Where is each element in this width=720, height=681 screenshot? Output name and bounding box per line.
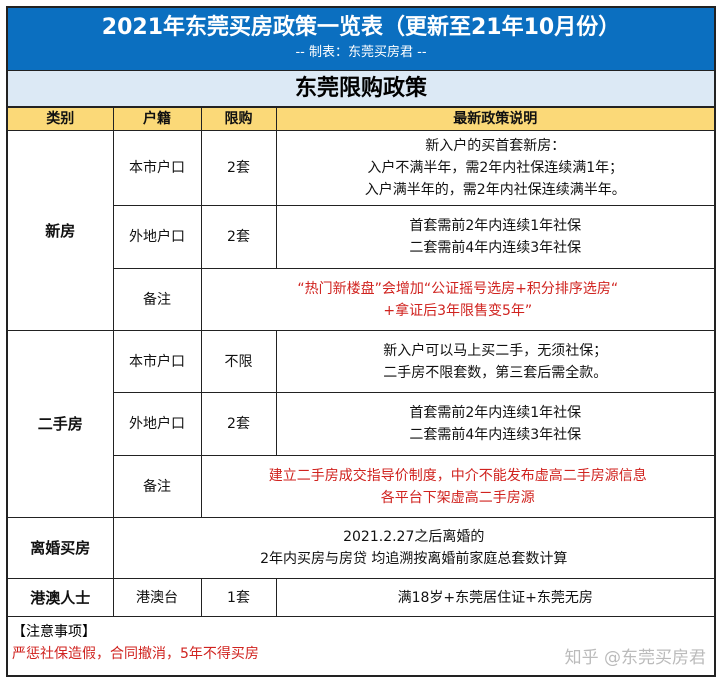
note-line: “热门新楼盘”会增加“公证摇号选房+积分排序选房“ — [297, 280, 619, 297]
note-line: 各平台下架虚高二手房源 — [380, 489, 535, 506]
table-row: 备注 建立二手房成交指导价制度，中介不能发布虚高二手房源信息 各平台下架虚高二手房… — [8, 455, 714, 518]
table-row: 外地户口 2套 首套需前2年内连续1年社保 二套需前4年内连续3年社保 — [8, 392, 714, 456]
desc-line: 新入户可以马上买二手，无须社保； — [383, 342, 608, 359]
desc-line: 二套需前4年内连续3年社保 — [409, 427, 582, 443]
category-cell: 离婚买房 — [8, 517, 114, 579]
note-line: +拿证后3年限售变5年” — [383, 302, 533, 319]
table-row: 备注 “热门新楼盘”会增加“公证摇号选房+积分排序选房“ +拿证后3年限售变5年” — [8, 268, 714, 331]
desc-line: 入户不满半年，需2年内社保连续满1年； — [367, 160, 624, 176]
note-cell: “热门新楼盘”会增加“公证摇号选房+积分排序选房“ +拿证后3年限售变5年” — [200, 268, 714, 331]
note-line: 建立二手房成交指导价制度，中介不能发布虚高二手房源信息 — [268, 467, 647, 484]
notes-text: 严惩社保造假，合同撤消，5年不得买房 — [12, 646, 259, 662]
header-cell: 类别 — [8, 107, 114, 131]
hukou-cell: 外地户口 — [113, 392, 202, 456]
table-row: 外地户口 2套 首套需前2年内连续1年社保 二套需前4年内连续3年社保 — [8, 205, 714, 269]
limit-cell: 1套 — [200, 578, 277, 617]
header-cell: 最新政策说明 — [275, 107, 714, 131]
desc-cell: 首套需前2年内连续1年社保 二套需前4年内连续3年社保 — [275, 392, 714, 456]
section-title: 东莞限购政策 — [8, 71, 714, 107]
header-row: 类别 户籍 限购 最新政策说明 — [8, 107, 714, 131]
notes-label: 【注意事项】 — [12, 624, 96, 640]
desc-cell: 2021.2.27之后离婚的 2年内买房与房贷 均追溯按离婚前家庭总套数计算 — [112, 517, 714, 579]
desc-line: 入户满半年的，需2年内社保连续满半年。 — [364, 182, 626, 198]
note-label: 备注 — [113, 455, 202, 518]
category-cell: 港澳人士 — [8, 578, 114, 617]
desc-line: 二套需前4年内连续3年社保 — [409, 240, 582, 256]
note-cell: 建立二手房成交指导价制度，中介不能发布虚高二手房源信息 各平台下架虚高二手房源 — [200, 455, 714, 518]
desc-line: 新入户的买首套新房： — [425, 138, 566, 154]
notes-section: 【注意事项】 严惩社保造假，合同撤消，5年不得买房 知乎 @东莞买房君 — [8, 617, 714, 675]
limit-cell: 2套 — [200, 130, 277, 206]
desc-cell: 首套需前2年内连续1年社保 二套需前4年内连续3年社保 — [275, 205, 714, 269]
hukou-cell: 本市户口 — [112, 130, 202, 206]
desc-cell: 满18岁+东莞居住证+东莞无房 — [275, 578, 714, 617]
page-title: 2021年东莞买房政策一览表（更新至21年10月份） — [101, 15, 621, 40]
desc-line: 2年内买房与房贷 均追溯按离婚前家庭总套数计算 — [260, 551, 568, 567]
category-cell: 新房 — [8, 130, 114, 331]
desc-line: 首套需前2年内连续1年社保 — [409, 405, 582, 421]
policy-grid: 类别 户籍 限购 最新政策说明 新房 本市户口 2套 新入户的买首套新房： 入户不… — [8, 107, 714, 617]
hukou-cell: 本市户口 — [112, 330, 202, 393]
policy-table: 2021年东莞买房政策一览表（更新至21年10月份） -- 制表：东莞买房君 -… — [6, 6, 716, 677]
limit-cell: 2套 — [200, 205, 277, 269]
header-cell: 户籍 — [112, 107, 202, 131]
title-banner: 2021年东莞买房政策一览表（更新至21年10月份） -- 制表：东莞买房君 -… — [8, 8, 714, 71]
limit-cell: 不限 — [200, 330, 277, 393]
watermark: 知乎 @东莞买房君 — [564, 648, 706, 668]
hukou-cell: 港澳台 — [112, 578, 202, 617]
table-row: 港澳人士 港澳台 1套 满18岁+东莞居住证+东莞无房 — [8, 578, 714, 617]
desc-line: 2021.2.27之后离婚的 — [343, 529, 485, 545]
category-cell: 二手房 — [8, 330, 114, 518]
header-cell: 限购 — [200, 107, 277, 131]
desc-cell: 新入户的买首套新房： 入户不满半年，需2年内社保连续满1年； 入户满半年的，需2年内… — [275, 130, 714, 206]
subtitle: -- 制表：东莞买房君 -- — [295, 45, 427, 60]
hukou-cell: 外地户口 — [113, 205, 202, 269]
table-row: 新房 本市户口 2套 新入户的买首套新房： 入户不满半年，需2年内社保连续满1年；… — [8, 130, 714, 331]
desc-cell: 新入户可以马上买二手，无须社保； 二手房不限套数，第三套后需全款。 — [275, 330, 714, 393]
desc-line: 首套需前2年内连续1年社保 — [409, 218, 582, 234]
table-row: 离婚买房 2021.2.27之后离婚的 2年内买房与房贷 均追溯按离婚前家庭总套数… — [8, 517, 714, 579]
note-label: 备注 — [113, 268, 202, 331]
desc-line: 二手房不限套数，第三套后需全款。 — [383, 364, 608, 381]
table-row: 二手房 本市户口 不限 新入户可以马上买二手，无须社保； 二手房不限套数，第三套后… — [8, 330, 714, 518]
limit-cell: 2套 — [200, 392, 277, 456]
